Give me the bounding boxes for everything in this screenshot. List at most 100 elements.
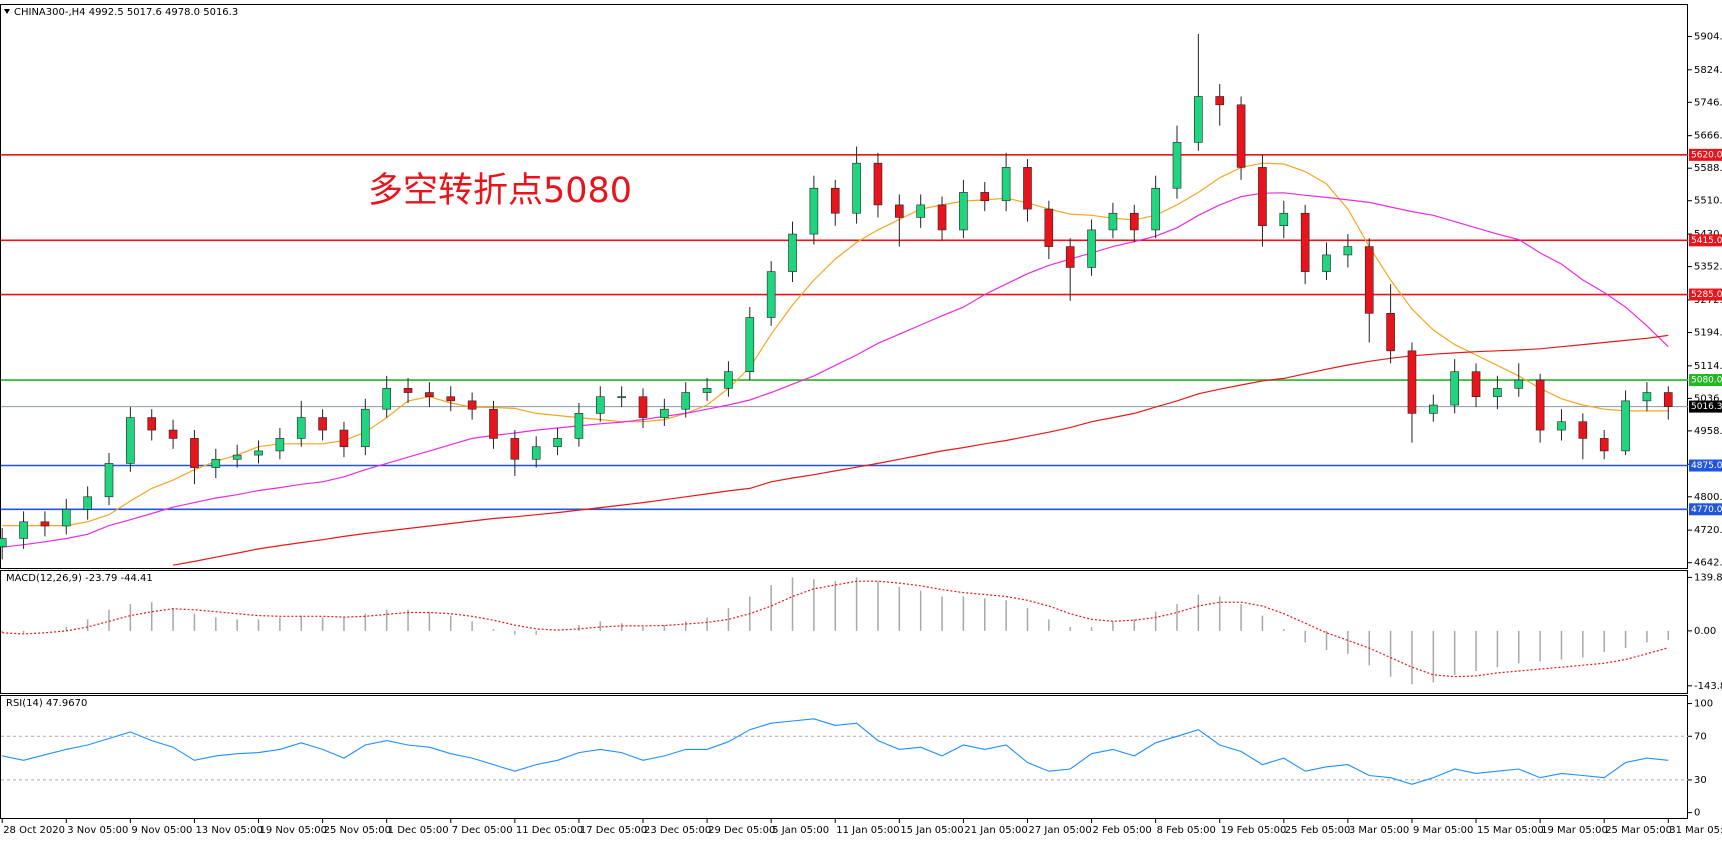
candle-body bbox=[937, 204, 947, 231]
rsi-line bbox=[2, 718, 1669, 785]
y-tick-label: 70 bbox=[1694, 731, 1707, 742]
x-tick-label: 21 Jan 05:00 bbox=[964, 825, 1027, 836]
candle-body bbox=[1429, 404, 1438, 414]
candle-body bbox=[873, 162, 883, 206]
level-label: 5080.0 bbox=[1691, 376, 1722, 386]
candle-body bbox=[1514, 379, 1524, 389]
candle-body bbox=[361, 408, 370, 448]
candle-body bbox=[168, 429, 178, 439]
y-tick-label: 5036.0 bbox=[1694, 393, 1722, 404]
y-tick-label: 5194.0 bbox=[1694, 327, 1722, 338]
candle-body bbox=[1642, 392, 1652, 402]
y-tick-label: -143.82 bbox=[1694, 681, 1722, 692]
candle-body bbox=[660, 408, 669, 418]
candle-body bbox=[1663, 392, 1673, 407]
y-tick-label: 5352.0 bbox=[1694, 262, 1722, 273]
candle-body bbox=[980, 192, 990, 202]
macd-signal bbox=[2, 580, 1669, 678]
rsi-label: RSI(14) 47.9670 bbox=[6, 698, 87, 709]
candle-body bbox=[1194, 96, 1203, 143]
candle-body bbox=[104, 463, 114, 498]
x-tick-label: 23 Dec 05:00 bbox=[644, 825, 711, 836]
candle-body bbox=[745, 317, 755, 372]
x-tick-label: 25 Feb 05:00 bbox=[1285, 825, 1351, 836]
y-tick-label: 5666.0 bbox=[1694, 131, 1722, 142]
candle-body bbox=[40, 521, 50, 527]
candle-body bbox=[61, 508, 71, 527]
candle-body bbox=[190, 438, 199, 468]
candle-body bbox=[211, 458, 221, 468]
candle-body bbox=[1001, 167, 1011, 202]
candle-body bbox=[254, 450, 263, 456]
candle-body bbox=[318, 417, 327, 431]
level-tag bbox=[1689, 459, 1722, 472]
macd-label: MACD(12,26,9) -23.79 -44.41 bbox=[6, 573, 153, 584]
y-tick-label: 100 bbox=[1694, 699, 1713, 710]
moving-average bbox=[2, 192, 1669, 548]
candle-body bbox=[1172, 142, 1182, 189]
level-label: 4875.0 bbox=[1691, 461, 1722, 471]
level-label: 5285.0 bbox=[1691, 290, 1722, 300]
candle-body bbox=[724, 371, 733, 389]
x-tick-label: 19 Nov 05:00 bbox=[260, 825, 327, 836]
y-tick-label: 4958.0 bbox=[1694, 426, 1722, 437]
x-tick-label: 25 Nov 05:00 bbox=[324, 825, 391, 836]
candle-body bbox=[232, 454, 242, 460]
candle-body bbox=[1236, 104, 1246, 168]
candle-body bbox=[425, 392, 434, 398]
candle-body bbox=[531, 446, 541, 460]
candle-body bbox=[702, 388, 712, 393]
candle-body bbox=[553, 438, 562, 448]
candle-body bbox=[916, 204, 925, 218]
candle-body bbox=[1535, 379, 1545, 431]
level-label: 5415.0 bbox=[1691, 236, 1722, 246]
candle-body bbox=[574, 413, 584, 439]
x-tick-label: 31 Mar 05:00 bbox=[1669, 825, 1722, 836]
candle-body bbox=[1621, 400, 1630, 452]
x-tick-label: 11 Jan 05:00 bbox=[836, 825, 899, 836]
candle-body bbox=[1493, 388, 1502, 398]
candle-body bbox=[126, 417, 135, 464]
candle-body bbox=[1471, 371, 1481, 398]
rsi-panel bbox=[0, 695, 1688, 819]
candle-body bbox=[1087, 229, 1096, 268]
candle-body bbox=[1322, 254, 1331, 272]
level-tag bbox=[1689, 503, 1722, 516]
candle-body bbox=[852, 162, 861, 214]
level-tag bbox=[1689, 374, 1722, 387]
candle-body bbox=[83, 496, 92, 510]
candle-body bbox=[0, 538, 7, 548]
x-tick-label: 11 Dec 05:00 bbox=[516, 825, 583, 836]
x-tick-label: 27 Jan 05:00 bbox=[1028, 825, 1091, 836]
x-tick-label: 19 Mar 05:00 bbox=[1541, 825, 1608, 836]
x-tick-label: 17 Dec 05:00 bbox=[580, 825, 647, 836]
x-tick-label: 25 Mar 05:00 bbox=[1605, 825, 1672, 836]
y-tick-label: 5588.0 bbox=[1694, 163, 1722, 174]
y-tick-label: 0 bbox=[1694, 808, 1700, 819]
candle-body bbox=[617, 396, 626, 399]
y-tick-label: 5510.0 bbox=[1694, 196, 1722, 207]
candle-body bbox=[1044, 208, 1054, 247]
y-tick-label: 5904.0 bbox=[1694, 31, 1722, 42]
candle-body bbox=[1364, 246, 1374, 314]
candle-body bbox=[1343, 246, 1353, 256]
candle-body bbox=[275, 438, 285, 452]
macd-panel bbox=[0, 570, 1688, 694]
y-tick-label: 139.86 bbox=[1694, 572, 1722, 583]
x-tick-label: 3 Nov 05:00 bbox=[67, 825, 128, 836]
candle-body bbox=[681, 392, 691, 410]
candle-body bbox=[1129, 212, 1139, 231]
y-tick-label: 4642.0 bbox=[1694, 558, 1722, 569]
level-tag bbox=[1689, 400, 1722, 413]
candle-body bbox=[1386, 313, 1395, 352]
level-tag bbox=[1689, 148, 1722, 161]
candle-body bbox=[1151, 187, 1160, 231]
candle-body bbox=[339, 429, 349, 448]
main-panel bbox=[0, 4, 1688, 569]
candle-body bbox=[1279, 212, 1289, 227]
y-tick-label: 4720.0 bbox=[1694, 525, 1722, 536]
x-tick-label: 7 Dec 05:00 bbox=[452, 825, 513, 836]
x-tick-label: 5 Jan 05:00 bbox=[772, 825, 829, 836]
candle-body bbox=[1258, 167, 1267, 227]
